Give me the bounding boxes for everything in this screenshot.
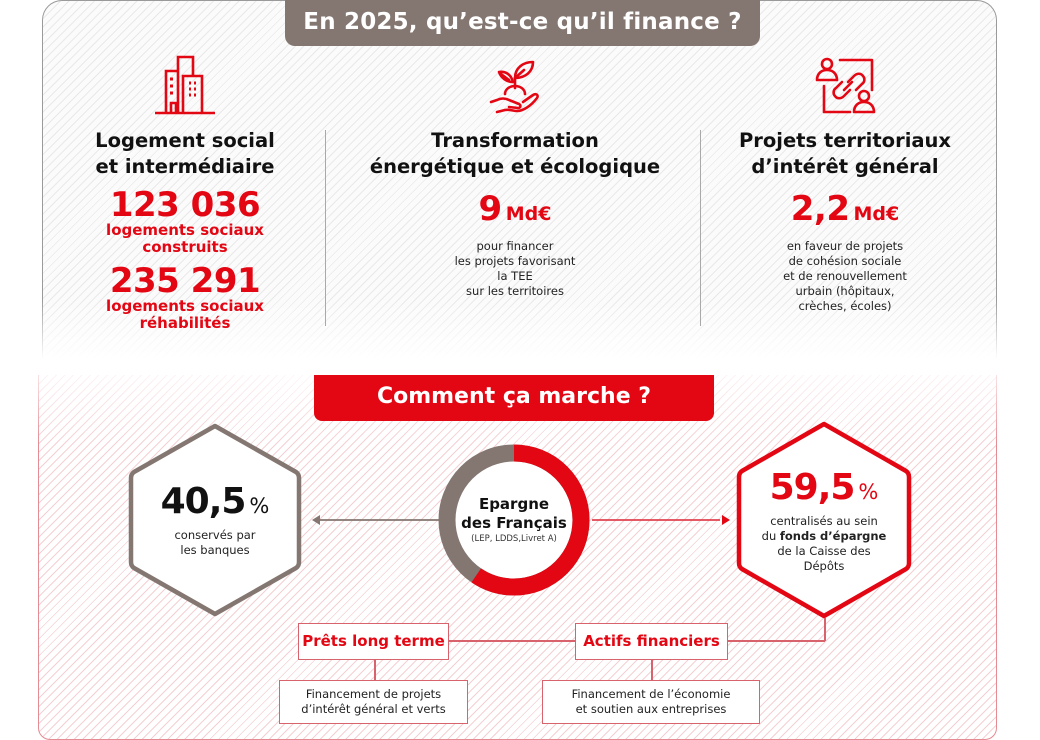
hexagon-caisse-depots — [736, 421, 912, 619]
column-title-line2: énergétique et écologique — [369, 155, 661, 178]
stat-value-rehabilitated: 235 291 — [109, 261, 261, 301]
how-it-works-title: Comment ça marche ? — [314, 375, 714, 421]
stat-label-line1: logements sociaux — [106, 297, 264, 315]
percent-sign: % — [858, 480, 879, 504]
desc-line: Financement de l’économie — [571, 687, 731, 701]
box-prets-long-terme: Prêts long terme — [298, 623, 449, 660]
donut-title-line1: Epargne — [478, 495, 550, 513]
desc-line: et soutien aux entreprises — [575, 702, 727, 716]
arrow-right-icon — [722, 515, 730, 525]
stat-label-line2: construits — [142, 238, 228, 256]
donut-title-line2: des Français — [461, 514, 567, 532]
finance-panel — [42, 0, 997, 358]
connector-line — [727, 640, 825, 642]
savings-donut-chart — [438, 444, 590, 596]
connector-line — [651, 659, 653, 683]
box-actifs-financiers: Actifs financiers — [575, 623, 728, 660]
description-line: de cohésion sociale — [788, 254, 902, 268]
hexagon-banks — [128, 423, 302, 617]
donut-subtitle: (LEP, LDDS,Livret A) — [471, 534, 557, 544]
description-line: et de renouvellement — [783, 269, 907, 283]
buildings-icon — [60, 50, 310, 116]
desc-line: Financement de projets — [305, 687, 442, 701]
description-line: crèches, écoles) — [798, 299, 892, 313]
description-line: la TEE — [497, 269, 533, 283]
description-line: pour financer — [476, 239, 554, 253]
caisse-depots-percentage: 59,5 — [769, 467, 856, 508]
connector-line — [447, 640, 575, 642]
column-title-line1: Projets territoriaux — [738, 129, 952, 152]
caisse-text-prefix: du — [761, 529, 780, 543]
caisse-text-bold: fonds d’épargne — [779, 529, 887, 543]
caisse-text-line1: centralisés au sein — [770, 514, 878, 528]
stat-unit: Md€ — [853, 203, 900, 225]
description-line: en faveur de projets — [786, 239, 904, 253]
box-desc-prets: Financement de projets d’intérêt général… — [279, 680, 468, 724]
banks-text-line1: conservés par — [174, 528, 256, 542]
banks-percentage: 40,5 — [160, 481, 247, 522]
connector-line — [374, 659, 376, 683]
finance-section-title: En 2025, qu’est-ce qu’il finance ? — [285, 0, 760, 46]
column-title-line1: Transformation — [431, 129, 599, 152]
banks-text-line2: les banques — [180, 543, 250, 557]
flow-arrows — [312, 515, 730, 525]
column-title-line1: Logement social — [95, 129, 275, 152]
column-title-line2: et intermédiaire — [95, 155, 275, 178]
people-link-icon — [715, 50, 975, 116]
plant-in-hand-icon — [355, 50, 675, 116]
stat-label-line1: logements sociaux — [106, 221, 264, 239]
description-line: sur les territoires — [466, 284, 564, 298]
description-line: urbain (hôpitaux, — [795, 284, 895, 298]
caisse-text-line2: du fonds d’épargne — [736, 529, 912, 544]
column-transformation-energetique: Transformation énergétique et écologique… — [355, 50, 675, 299]
arrow-left-icon — [312, 515, 320, 525]
column-title-line2: d’intérêt général — [751, 155, 939, 178]
description-line: les projets favorisant — [454, 254, 576, 268]
stat-label-line2: réhabilités — [139, 314, 231, 332]
column-logement-social: Logement social et intermédiaire 123 036… — [60, 50, 310, 332]
stat-unit: Md€ — [505, 203, 552, 225]
percent-sign: % — [249, 494, 270, 518]
box-desc-actifs: Financement de l’économie et soutien aux… — [542, 680, 760, 724]
stat-value-tee: 9 — [478, 189, 503, 229]
column-divider — [325, 130, 326, 326]
column-divider — [700, 130, 701, 326]
caisse-text-line4: Dépôts — [803, 559, 845, 573]
stat-value-constructed: 123 036 — [109, 185, 261, 225]
caisse-text-line3: de la Caisse des — [777, 544, 871, 558]
donut-label: Epargne des Français (LEP, LDDS,Livret A… — [437, 495, 591, 546]
desc-line: d’intérêt général et verts — [301, 702, 446, 716]
connector-line — [824, 618, 826, 641]
donut-red-segment — [438, 444, 590, 596]
stat-value-territorial: 2,2 — [790, 189, 850, 229]
column-projets-territoriaux: Projets territoriaux d’intérêt général 2… — [715, 50, 975, 314]
